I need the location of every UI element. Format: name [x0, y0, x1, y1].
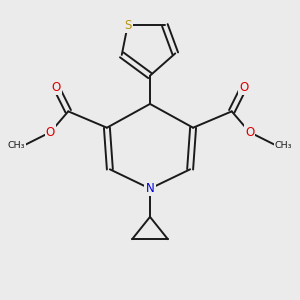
Text: O: O	[46, 126, 55, 139]
Text: CH₃: CH₃	[8, 141, 25, 150]
Text: N: N	[146, 182, 154, 195]
Text: O: O	[52, 81, 61, 94]
Text: CH₃: CH₃	[275, 141, 292, 150]
Text: S: S	[124, 19, 131, 32]
Text: O: O	[245, 126, 254, 139]
Text: O: O	[239, 81, 248, 94]
